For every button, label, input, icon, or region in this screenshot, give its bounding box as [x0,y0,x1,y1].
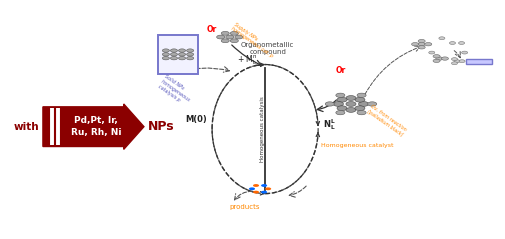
Circle shape [425,43,432,46]
Circle shape [235,35,243,39]
Circle shape [439,37,445,40]
Circle shape [451,62,458,65]
Circle shape [253,184,259,187]
Circle shape [449,42,456,44]
Text: Ru, Rh, Ni: Ru, Rh, Ni [71,128,121,137]
Circle shape [451,58,458,60]
Circle shape [162,49,169,52]
Circle shape [336,93,345,98]
Text: Homogeneous catalyst: Homogeneous catalyst [321,143,393,148]
Circle shape [337,97,347,102]
Circle shape [186,57,194,60]
Circle shape [346,96,356,100]
Circle shape [186,49,194,52]
Circle shape [333,102,343,106]
Circle shape [337,106,347,111]
Circle shape [429,51,435,54]
Circle shape [221,39,229,43]
Text: N$\mathregular{^L_L}$: N$\mathregular{^L_L}$ [323,117,336,132]
Circle shape [162,53,169,56]
Circle shape [265,187,271,190]
Text: Or: Or [207,25,217,34]
Text: NPs: NPs [148,120,175,133]
Circle shape [359,102,369,106]
Circle shape [217,35,225,39]
FancyBboxPatch shape [466,59,492,64]
Circle shape [226,35,234,39]
Circle shape [412,43,419,46]
Circle shape [441,57,448,60]
Text: + M$\mathregular{^n_L}$: + M$\mathregular{^n_L}$ [237,54,258,67]
Circle shape [436,57,443,60]
Circle shape [253,191,259,194]
Circle shape [171,53,178,56]
Circle shape [462,51,468,54]
Text: Ox. from reaction
[palladium black]: Ox. from reaction [palladium black] [366,104,408,137]
Circle shape [336,110,345,115]
Circle shape [346,108,356,112]
Circle shape [249,187,255,190]
Text: Solid NPs
homogeneous
catalysis p: Solid NPs homogeneous catalysis p [157,74,194,108]
Text: Pd,Pt, Ir,: Pd,Pt, Ir, [74,116,118,125]
Circle shape [171,57,178,60]
Text: with: with [13,122,39,132]
Text: Or: Or [336,66,346,75]
Circle shape [261,191,267,194]
Circle shape [454,60,460,63]
Circle shape [325,102,334,106]
Circle shape [230,31,238,35]
Text: Homogeneous catalysis: Homogeneous catalysis [260,96,265,162]
Circle shape [179,57,185,60]
Circle shape [261,184,267,187]
Circle shape [368,102,377,106]
Text: Supply NPs
homogeneous cat. p: Supply NPs homogeneous cat. p [230,22,277,59]
Circle shape [179,53,185,56]
FancyBboxPatch shape [158,35,198,74]
Circle shape [186,53,194,56]
Text: Organometallic
compound: Organometallic compound [241,42,294,55]
Text: products: products [230,204,260,210]
Circle shape [418,39,425,43]
Circle shape [459,42,465,44]
Circle shape [230,39,238,43]
Circle shape [179,49,185,52]
Circle shape [162,57,169,60]
Circle shape [357,93,366,98]
Circle shape [221,31,229,35]
Text: M(0): M(0) [185,115,207,124]
Circle shape [433,54,440,58]
Circle shape [418,43,425,46]
Circle shape [171,49,178,52]
Polygon shape [43,104,144,149]
Circle shape [357,110,366,115]
Circle shape [418,46,425,49]
Circle shape [459,60,465,63]
Circle shape [355,97,365,102]
Circle shape [355,106,365,111]
Circle shape [346,102,356,106]
Circle shape [433,59,440,63]
